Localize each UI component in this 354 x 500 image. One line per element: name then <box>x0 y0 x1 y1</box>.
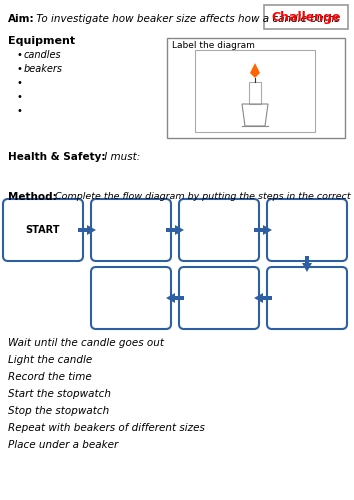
Text: Method:: Method: <box>8 192 57 202</box>
Polygon shape <box>78 225 96 235</box>
FancyBboxPatch shape <box>267 199 347 261</box>
Text: Aim:: Aim: <box>8 14 35 24</box>
Text: Start the stopwatch: Start the stopwatch <box>8 389 111 399</box>
Text: I must:: I must: <box>101 152 140 162</box>
FancyBboxPatch shape <box>249 82 261 104</box>
FancyBboxPatch shape <box>264 5 348 29</box>
Polygon shape <box>250 63 260 78</box>
Text: beakers: beakers <box>24 64 63 74</box>
Text: Stop the stopwatch: Stop the stopwatch <box>8 406 109 416</box>
Text: Equipment: Equipment <box>8 36 75 46</box>
Text: candles: candles <box>24 50 62 60</box>
Text: Place under a beaker: Place under a beaker <box>8 440 118 450</box>
FancyBboxPatch shape <box>267 267 347 329</box>
Text: •: • <box>16 64 22 74</box>
Text: Wait until the candle goes out: Wait until the candle goes out <box>8 338 164 348</box>
FancyBboxPatch shape <box>179 267 259 329</box>
Text: Complete the flow diagram by putting the steps in the correct order: Complete the flow diagram by putting the… <box>52 192 354 201</box>
Polygon shape <box>166 225 184 235</box>
FancyBboxPatch shape <box>167 38 345 138</box>
Text: Label the diagram: Label the diagram <box>172 41 255 50</box>
Text: START: START <box>26 225 60 235</box>
FancyBboxPatch shape <box>3 199 83 261</box>
FancyBboxPatch shape <box>91 199 171 261</box>
Polygon shape <box>254 225 272 235</box>
FancyBboxPatch shape <box>195 50 315 132</box>
Text: Record the time: Record the time <box>8 372 92 382</box>
Text: •: • <box>16 78 22 88</box>
Text: •: • <box>16 106 22 116</box>
Text: To investigate how beaker size affects how a candle burns: To investigate how beaker size affects h… <box>33 14 340 24</box>
Text: Repeat with beakers of different sizes: Repeat with beakers of different sizes <box>8 423 205 433</box>
Polygon shape <box>254 293 272 303</box>
Polygon shape <box>166 293 184 303</box>
Text: •: • <box>16 50 22 60</box>
Polygon shape <box>302 256 312 272</box>
FancyBboxPatch shape <box>91 267 171 329</box>
Text: Health & Safety:: Health & Safety: <box>8 152 105 162</box>
Text: Light the candle: Light the candle <box>8 355 92 365</box>
Text: Challenge: Challenge <box>271 10 341 24</box>
FancyBboxPatch shape <box>179 199 259 261</box>
Text: •: • <box>16 92 22 102</box>
